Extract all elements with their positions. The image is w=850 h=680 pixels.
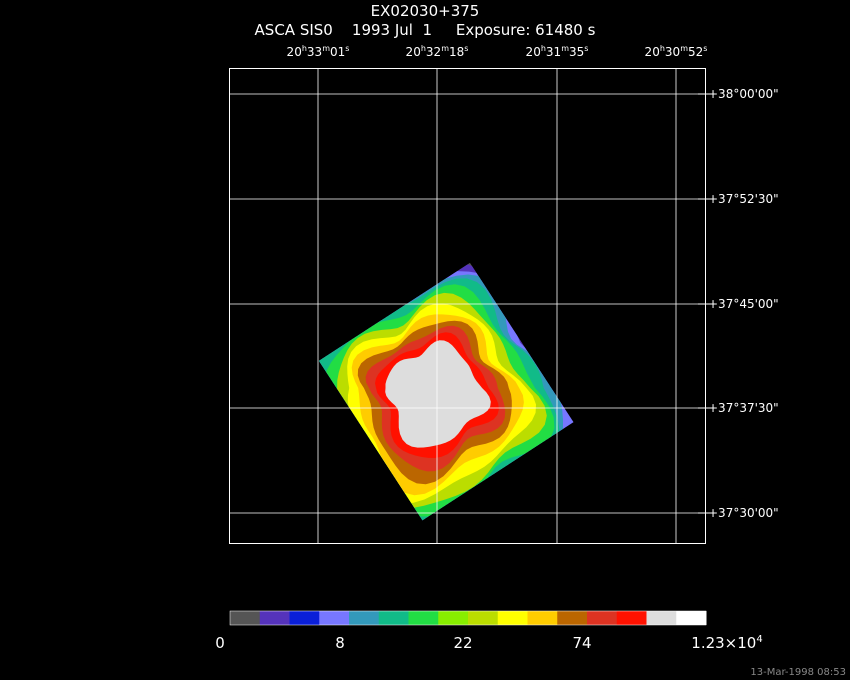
colorbar-swatch — [378, 611, 409, 625]
colorbar-swatch — [230, 611, 261, 625]
ra-tick-label: 20h33m01s — [286, 44, 350, 59]
xray-image — [318, 262, 574, 521]
colorbar-tick-label: 0 — [215, 634, 225, 652]
colorbar-swatch — [319, 611, 350, 625]
exposure-label: Exposure: 61480 s — [455, 21, 596, 39]
dec-tick-label: +37°30'00" — [708, 506, 779, 520]
colorbar-swatch — [616, 611, 647, 625]
footer-timestamp: 13-Mar-1998 08:53 — [750, 667, 846, 678]
ra-tick-label: 20h30m52s — [644, 44, 708, 59]
dec-tick-label: +37°37'30" — [708, 401, 779, 415]
colorbar-swatch — [527, 611, 558, 625]
colorbar-swatch — [349, 611, 380, 625]
colorbar-tick-label: 22 — [453, 634, 473, 652]
ra-tick-label: 20h31m35s — [525, 44, 589, 59]
colorbar-swatch — [468, 611, 499, 625]
colorbar-swatch — [646, 611, 677, 625]
instrument-label: ASCA SIS0 — [254, 21, 333, 39]
colorbar-swatch — [259, 611, 290, 625]
dec-tick-label: +38°00'00" — [708, 87, 779, 101]
colorbar-tick-label: 74 — [572, 634, 592, 652]
colorbar-swatch — [408, 611, 439, 625]
colorbar-swatch — [497, 611, 528, 625]
observation-date: 1993 Jul 1 — [351, 21, 433, 39]
plot-frame — [229, 68, 706, 544]
dec-tick-label: +37°45'00" — [708, 297, 779, 311]
colorbar-swatch — [676, 611, 707, 625]
plot-subtitle: ASCA SIS0 1993 Jul 1 Exposure: 61480 s — [0, 21, 850, 39]
colorbar-swatch — [587, 611, 618, 625]
colorbar-max-label: 1.23×104 — [691, 634, 763, 652]
ra-tick-label: 20h32m18s — [405, 44, 469, 59]
colorbar-swatch — [438, 611, 469, 625]
colorbar-swatch — [557, 611, 588, 625]
colorbar-swatch — [289, 611, 320, 625]
coordinate-grid — [229, 68, 712, 543]
colorbar — [229, 610, 707, 626]
colorbar-tick-label: 8 — [335, 634, 345, 652]
plot-title: EX02030+375 — [370, 2, 480, 20]
dec-tick-label: +37°52'30" — [708, 192, 779, 206]
contour-band — [385, 340, 491, 448]
